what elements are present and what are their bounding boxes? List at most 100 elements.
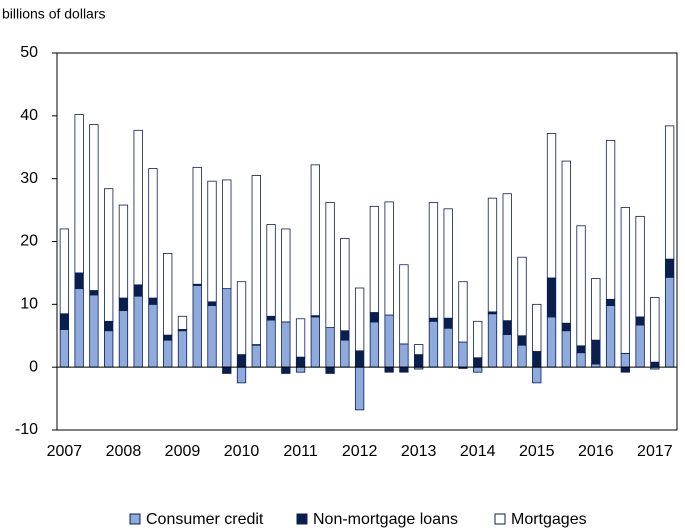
bar-segment [148, 297, 158, 305]
bar-segment [104, 320, 114, 332]
bar-segment [340, 330, 350, 341]
bar-segment [502, 193, 512, 322]
bar-segment [561, 330, 571, 368]
bar-segment [207, 180, 217, 303]
legend-label: Non-mortgage loans [313, 511, 458, 528]
bar-segment [546, 133, 557, 279]
bar-segment [104, 188, 114, 322]
bar-segment [561, 322, 571, 332]
bar-segment [428, 202, 439, 319]
bar-segment [487, 197, 498, 313]
bar-segment [325, 327, 335, 368]
bar-segment [222, 288, 232, 368]
bar-segment [517, 256, 527, 337]
x-tick-label: 2016 [578, 443, 614, 460]
plot-frame [56, 52, 678, 431]
bar-segment [89, 124, 99, 291]
bar-segment [369, 312, 380, 323]
bar-segment [384, 201, 394, 316]
bar-segment [664, 276, 675, 368]
bar-segment [133, 295, 143, 368]
bar-segment [59, 228, 70, 315]
bar-segment [458, 281, 468, 343]
bar-segment [664, 125, 675, 260]
bar-segment [251, 344, 261, 368]
bar-segment [532, 366, 542, 384]
bar-segment [354, 366, 365, 411]
bar-segment [295, 366, 306, 373]
bar-segment [207, 305, 217, 368]
bar-segment [177, 330, 188, 368]
bar-segment [325, 202, 335, 328]
bar-segment [546, 277, 557, 318]
bar-segment [163, 334, 173, 341]
legend-label: Mortgages [511, 511, 587, 528]
bar-segment [620, 352, 630, 368]
bar-segment [591, 278, 601, 341]
bar-segment [458, 341, 468, 368]
y-tick-label: 0 [29, 358, 38, 375]
bar-segment [473, 357, 483, 368]
bar-segment [399, 264, 409, 345]
bar-segment [635, 215, 645, 318]
y-tick-label: 20 [20, 233, 38, 250]
bar-segment [59, 329, 70, 368]
bar-segment [517, 335, 527, 346]
y-tick-label: 30 [20, 170, 38, 187]
bar-segment [605, 139, 616, 300]
bar-segment [266, 319, 276, 368]
bar-segment [650, 297, 660, 363]
bar-segment [266, 224, 276, 317]
bar-segment [428, 317, 439, 322]
x-tick-label: 2013 [401, 443, 437, 460]
bar-segment [414, 344, 424, 355]
bar-segment [576, 225, 586, 347]
bar-segment [473, 366, 483, 373]
bar-segment [89, 294, 99, 368]
bar-segment [251, 175, 261, 345]
bar-segment [502, 320, 512, 335]
bar-segment [163, 253, 173, 336]
bar-segment [104, 330, 114, 368]
bar-segment [517, 344, 527, 368]
bar-segment [148, 303, 158, 368]
bar-segment [310, 316, 320, 368]
bar-segment [222, 179, 232, 290]
bar-segment [369, 205, 380, 313]
y-axis-label: billions of dollars [2, 6, 106, 22]
legend-swatch [129, 513, 141, 525]
bar-segment [502, 334, 512, 368]
bar-segment [133, 129, 143, 286]
bar-segment [591, 339, 601, 365]
bar-segment [207, 301, 217, 306]
y-tick-label: 40 [20, 107, 38, 124]
bar-segment [236, 366, 247, 384]
bar-segment [605, 298, 616, 306]
bar-segment [532, 303, 542, 352]
bar-segment [443, 327, 453, 368]
x-tick-label: 2008 [106, 443, 142, 460]
bar-segment [295, 318, 306, 358]
bar-segment [576, 345, 586, 354]
bar-segment [295, 356, 306, 368]
y-tick-label: 50 [20, 44, 38, 61]
x-tick-label: 2010 [224, 443, 260, 460]
bar-segment [340, 237, 350, 332]
bar-segment [177, 315, 188, 330]
bar-segment [74, 272, 84, 290]
x-tick-label: 2015 [519, 443, 555, 460]
bar-segment [473, 320, 483, 359]
bar-segment [192, 285, 202, 368]
bar-segment [281, 228, 291, 323]
x-tick-label: 2009 [165, 443, 201, 460]
legend-swatch [296, 513, 308, 525]
bar-segment [310, 164, 320, 317]
bar-segment [74, 288, 84, 368]
bar-segment [74, 114, 84, 274]
bar-segment [118, 310, 129, 368]
bar-segment [384, 366, 394, 373]
x-tick-label: 2012 [342, 443, 378, 460]
bar-segment [89, 290, 99, 296]
y-tick-label: 10 [20, 296, 38, 313]
